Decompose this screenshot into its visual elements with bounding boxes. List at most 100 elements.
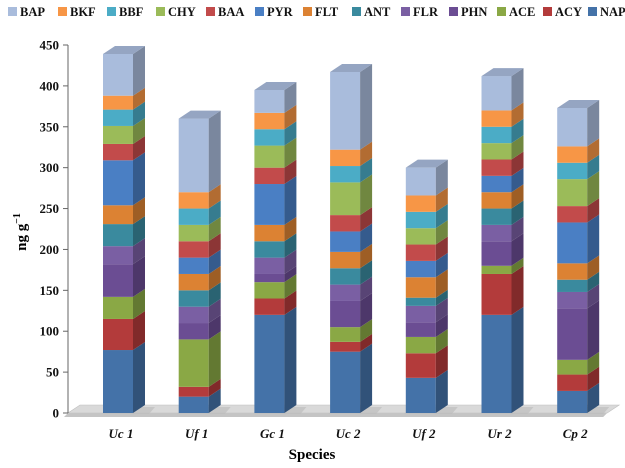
bar-side [133,87,145,110]
bar-segment-pyr [557,214,600,264]
bar-top [178,110,221,119]
bar-front [254,298,285,315]
bar-front [330,351,361,413]
bar-side [208,265,221,291]
bar-segment-phn [254,265,297,283]
bar-segment-chy [103,117,145,144]
bar-side [511,102,524,127]
y-tick-label: 0 [53,406,60,421]
bar-side [587,366,600,391]
bar-segment-ace [103,288,145,319]
bar-side [284,233,297,258]
legend-item-nap: NAP [588,5,625,19]
legend-swatch [497,7,506,16]
bar-segment-bbf [405,203,448,229]
bar-front [330,327,361,342]
legend-label: CHY [168,5,196,19]
bar-side [587,138,600,163]
bar-side [360,243,373,269]
bar-segment-baa [178,233,221,258]
legend-label: PYR [267,5,294,19]
bar-front [254,129,285,146]
bar-segment-ant [557,271,600,292]
legend-swatch [543,7,552,16]
bar-front [178,208,209,225]
bar-front [178,118,209,193]
legend-swatch [588,7,597,16]
bar-segment-nap [330,343,373,413]
bar-side [208,233,221,258]
bar-side [360,174,373,216]
bar-side [133,45,145,96]
bar-segment-chy [178,216,221,242]
legend-item-flr: FLR [401,5,439,19]
bar-front [405,336,436,354]
bar-side [284,249,297,274]
bar-side [284,306,297,413]
bar-front [557,222,588,264]
bar-segment-bap [254,81,297,113]
bar-side [435,297,448,323]
bar-stack-uf-2: Uf 2 [403,159,458,441]
bar-front [178,323,209,340]
bar-segment-bbf [178,200,221,225]
bar-segment-pyr [254,176,297,225]
bar-segment-ant [330,260,373,285]
bar-stack-uc-1: Uc 1 [101,45,155,441]
bar-front [405,228,436,245]
bar-segment-flr [330,276,373,301]
bar-segment-ant [103,216,145,247]
bar-front [481,314,512,413]
bar-segment-ace [330,319,373,342]
bar-front [557,390,588,413]
bar-segment-chy [330,174,373,216]
bar-side [284,216,297,242]
bar-front [254,257,285,274]
legend-item-ace: ACE [497,5,535,19]
bar-top [330,63,373,72]
bar-front [557,279,588,292]
y-tick-label: 200 [40,242,60,257]
bar-side [511,306,524,413]
bar-side [587,300,600,360]
bar-front [330,268,361,285]
bar-front [557,179,588,207]
bar-segment-ace [254,274,297,299]
bar-side [435,236,448,261]
bar-segment-nap [254,306,297,413]
legend-label: ACE [509,5,535,19]
bar-segment-ace [481,257,524,274]
bar-front [254,273,285,283]
bar-segment-flt [405,269,448,298]
bar-segment-nap [178,388,221,413]
bar-side [133,152,145,206]
legend-item-pyr: PYR [255,5,294,19]
bar-segment-acy [405,345,448,378]
bar-side [511,200,524,225]
bar-side [511,233,524,266]
bar-side [208,378,221,397]
bar-front [330,300,361,328]
bar-stack-uc-2: Uc 2 [328,63,383,441]
bar-side [133,342,145,413]
bar-segment-flr [405,297,448,323]
bar-front [178,396,209,413]
bar-side [133,101,145,126]
bar-segment-baa [254,159,297,185]
bar-segment-bkf [178,184,221,209]
bar-segment-flr [481,216,524,242]
bar-segment-phn [178,315,221,340]
bar-segment-baa [481,151,524,176]
legend-label: NAP [600,5,625,19]
bar-segment-ace [178,331,221,387]
bar-segment-bap [330,63,373,150]
bar-front [103,205,133,225]
bar-front [103,318,133,351]
y-tick-label: 50 [46,365,59,380]
bar-front [254,167,285,185]
bar-front [481,224,512,242]
bar-top [103,45,145,54]
bar-front [103,350,133,413]
